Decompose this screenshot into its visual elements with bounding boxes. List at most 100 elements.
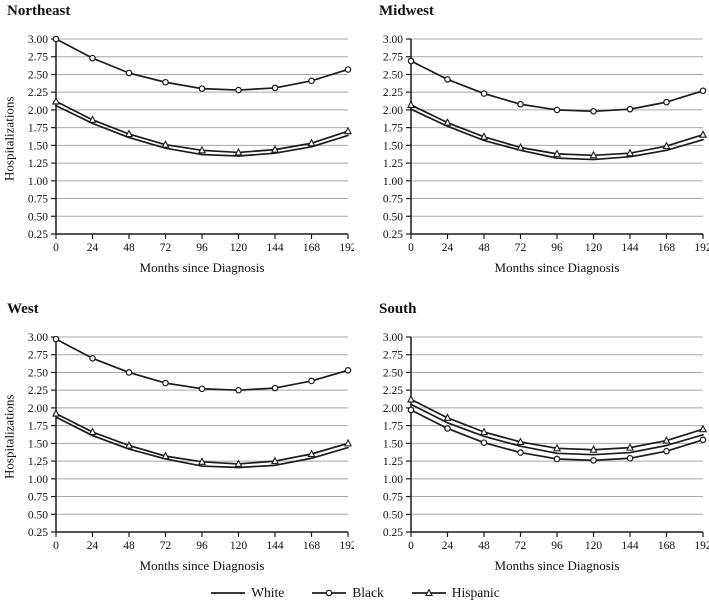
svg-text:2.75: 2.75 (28, 52, 48, 64)
svg-text:0.25: 0.25 (28, 229, 48, 241)
svg-text:2.50: 2.50 (28, 367, 48, 379)
svg-text:168: 168 (658, 540, 676, 552)
svg-text:96: 96 (551, 540, 563, 552)
svg-text:192: 192 (339, 242, 354, 254)
svg-text:0.75: 0.75 (383, 194, 403, 206)
svg-text:0.75: 0.75 (28, 194, 48, 206)
legend-item-black: Black (310, 585, 384, 601)
svg-text:120: 120 (585, 242, 603, 254)
svg-text:0.25: 0.25 (383, 527, 403, 539)
svg-text:72: 72 (160, 242, 172, 254)
svg-text:2.25: 2.25 (28, 87, 48, 99)
svg-text:0: 0 (53, 242, 59, 254)
legend: White Black Hispanic (0, 585, 709, 601)
svg-text:0.25: 0.25 (383, 229, 403, 241)
x-axis-label: Months since Diagnosis (139, 260, 265, 275)
svg-text:192: 192 (339, 540, 354, 552)
svg-text:2.00: 2.00 (28, 105, 48, 117)
legend-label: White (251, 585, 285, 600)
svg-text:1.50: 1.50 (383, 140, 403, 152)
svg-text:1.00: 1.00 (383, 176, 403, 188)
svg-text:0: 0 (53, 540, 59, 552)
svg-text:2.00: 2.00 (383, 105, 403, 117)
svg-text:48: 48 (478, 540, 490, 552)
svg-text:2.25: 2.25 (383, 385, 403, 397)
svg-text:0.75: 0.75 (28, 492, 48, 504)
plot-area-northeast: 0.25 0.50 0.75 1.00 1.25 1.50 1.75 2.00 2.25 2.50… (28, 34, 354, 254)
svg-text:120: 120 (230, 242, 248, 254)
svg-text:1.50: 1.50 (28, 140, 48, 152)
svg-text:192: 192 (694, 242, 709, 254)
svg-text:2.75: 2.75 (383, 350, 403, 362)
legend-label: Black (352, 585, 384, 600)
y-axis-label: Hospitalizations (1, 394, 17, 479)
svg-text:1.00: 1.00 (28, 474, 48, 486)
svg-text:168: 168 (303, 242, 321, 254)
svg-text:2.75: 2.75 (28, 350, 48, 362)
svg-text:2.25: 2.25 (28, 385, 48, 397)
svg-text:1.25: 1.25 (28, 158, 48, 170)
legend-label: Hispanic (451, 585, 500, 600)
legend-item-hispanic: Hispanic (410, 585, 500, 601)
svg-text:72: 72 (515, 242, 527, 254)
svg-text:1.25: 1.25 (383, 456, 403, 468)
svg-text:0.50: 0.50 (28, 509, 48, 521)
svg-text:24: 24 (87, 540, 99, 552)
svg-text:144: 144 (621, 540, 639, 552)
svg-text:48: 48 (123, 540, 135, 552)
svg-text:96: 96 (196, 540, 208, 552)
chart-title: Northeast (7, 3, 71, 19)
svg-text:24: 24 (442, 540, 454, 552)
svg-text:0.50: 0.50 (383, 211, 403, 223)
svg-text:1.00: 1.00 (383, 474, 403, 486)
legend-item-white: White (209, 585, 284, 601)
svg-text:144: 144 (266, 242, 284, 254)
svg-text:2.50: 2.50 (383, 367, 403, 379)
svg-text:0: 0 (408, 540, 414, 552)
svg-text:1.75: 1.75 (28, 123, 48, 135)
chart-west: West Hospitalizations 0.25 0.50 0.75 1.00 1.… (0, 300, 355, 574)
svg-text:0.75: 0.75 (383, 492, 403, 504)
svg-text:72: 72 (160, 540, 172, 552)
x-axis-label: Months since Diagnosis (494, 558, 620, 573)
svg-text:2.25: 2.25 (383, 87, 403, 99)
chart-midwest: Midwest 0.25 0.50 0.75 1.00 1.25 1.50 1.75 2.00… (355, 2, 709, 276)
svg-text:1.00: 1.00 (28, 176, 48, 188)
svg-text:120: 120 (585, 540, 603, 552)
svg-text:168: 168 (658, 242, 676, 254)
svg-text:0: 0 (408, 242, 414, 254)
svg-text:48: 48 (123, 242, 135, 254)
svg-text:1.75: 1.75 (383, 421, 403, 433)
svg-text:96: 96 (551, 242, 563, 254)
svg-text:3.00: 3.00 (383, 332, 403, 344)
svg-text:2.00: 2.00 (28, 403, 48, 415)
svg-text:144: 144 (266, 540, 284, 552)
svg-text:96: 96 (196, 242, 208, 254)
svg-text:1.50: 1.50 (28, 438, 48, 450)
svg-text:2.50: 2.50 (28, 69, 48, 81)
svg-text:48: 48 (478, 242, 490, 254)
svg-text:24: 24 (442, 242, 454, 254)
chart-northeast: Northeast Hospitalizations 0.25 0.50 0.75 1… (0, 2, 355, 276)
chart-title: Midwest (379, 3, 434, 19)
svg-text:0.50: 0.50 (28, 211, 48, 223)
svg-text:120: 120 (230, 540, 248, 552)
svg-text:1.25: 1.25 (28, 456, 48, 468)
triangle-marker-swatch-icon (411, 588, 446, 597)
svg-text:3.00: 3.00 (28, 34, 48, 46)
circle-marker-swatch-icon (312, 589, 347, 597)
svg-text:0.25: 0.25 (28, 527, 48, 539)
plot-area-midwest: 0.25 0.50 0.75 1.00 1.25 1.50 1.75 2.00 2.25 2.50… (383, 34, 709, 254)
svg-text:2.50: 2.50 (383, 69, 403, 81)
x-axis-label: Months since Diagnosis (139, 558, 265, 573)
plot-area-west: 0.25 0.50 0.75 1.00 1.25 1.50 1.75 2.00 2.25 2.50… (28, 332, 354, 552)
chart-title: South (379, 301, 417, 317)
line-swatch-icon (211, 592, 246, 594)
svg-text:168: 168 (303, 540, 321, 552)
chart-title: West (7, 301, 39, 317)
svg-text:1.75: 1.75 (28, 421, 48, 433)
svg-text:1.25: 1.25 (383, 158, 403, 170)
svg-text:2.00: 2.00 (383, 403, 403, 415)
svg-text:24: 24 (87, 242, 99, 254)
